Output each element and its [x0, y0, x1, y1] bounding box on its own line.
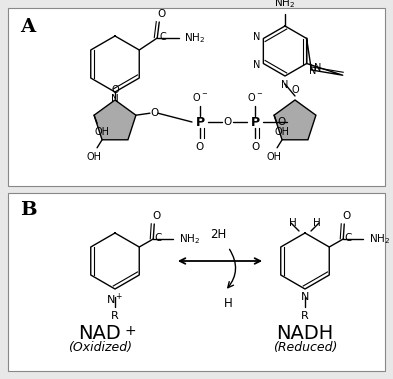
- Text: R: R: [111, 311, 119, 321]
- Text: (Reduced): (Reduced): [273, 341, 337, 354]
- Polygon shape: [94, 100, 136, 140]
- Text: B: B: [20, 201, 37, 219]
- Text: O: O: [223, 117, 231, 127]
- Text: C: C: [159, 32, 166, 42]
- Text: R: R: [301, 311, 309, 321]
- Text: H: H: [224, 297, 232, 310]
- Text: N: N: [111, 94, 119, 104]
- Text: H: H: [313, 218, 321, 228]
- Text: O$^-$: O$^-$: [192, 91, 208, 103]
- Text: O: O: [342, 211, 351, 221]
- Text: O: O: [196, 142, 204, 152]
- Text: OH: OH: [95, 127, 110, 137]
- Text: OH: OH: [266, 152, 281, 162]
- Text: N: N: [314, 63, 322, 73]
- Text: (Oxidized): (Oxidized): [68, 341, 132, 354]
- Text: N: N: [253, 31, 260, 41]
- Text: N: N: [281, 80, 289, 90]
- Text: O: O: [291, 85, 299, 95]
- Text: O: O: [277, 117, 285, 127]
- Text: 2H: 2H: [210, 228, 226, 241]
- Text: P: P: [250, 116, 259, 128]
- Text: A: A: [20, 18, 35, 36]
- Text: O: O: [151, 108, 159, 118]
- Text: NADH: NADH: [276, 324, 334, 343]
- Text: +: +: [124, 324, 136, 338]
- Text: C: C: [154, 233, 162, 243]
- Text: H: H: [289, 218, 297, 228]
- Text: N: N: [309, 66, 316, 75]
- Text: NH$_2$: NH$_2$: [179, 232, 200, 246]
- Bar: [8, 193, 385, 371]
- Text: OH: OH: [86, 152, 101, 162]
- Text: N: N: [301, 292, 309, 302]
- Text: NH$_2$: NH$_2$: [274, 0, 296, 10]
- Text: N: N: [253, 61, 260, 70]
- Text: N$^+$: N$^+$: [106, 292, 124, 307]
- Text: NAD: NAD: [79, 324, 121, 343]
- Text: O: O: [251, 142, 259, 152]
- Text: NH$_2$: NH$_2$: [369, 232, 390, 246]
- Text: O: O: [111, 85, 119, 95]
- Text: O$^-$: O$^-$: [247, 91, 263, 103]
- Text: O: O: [152, 211, 160, 221]
- Text: NH$_2$: NH$_2$: [184, 31, 206, 45]
- Text: OH: OH: [275, 127, 290, 137]
- Text: O: O: [157, 9, 165, 19]
- Text: C: C: [344, 233, 352, 243]
- Text: P: P: [195, 116, 205, 128]
- Polygon shape: [274, 100, 316, 140]
- Bar: [8, 8, 385, 186]
